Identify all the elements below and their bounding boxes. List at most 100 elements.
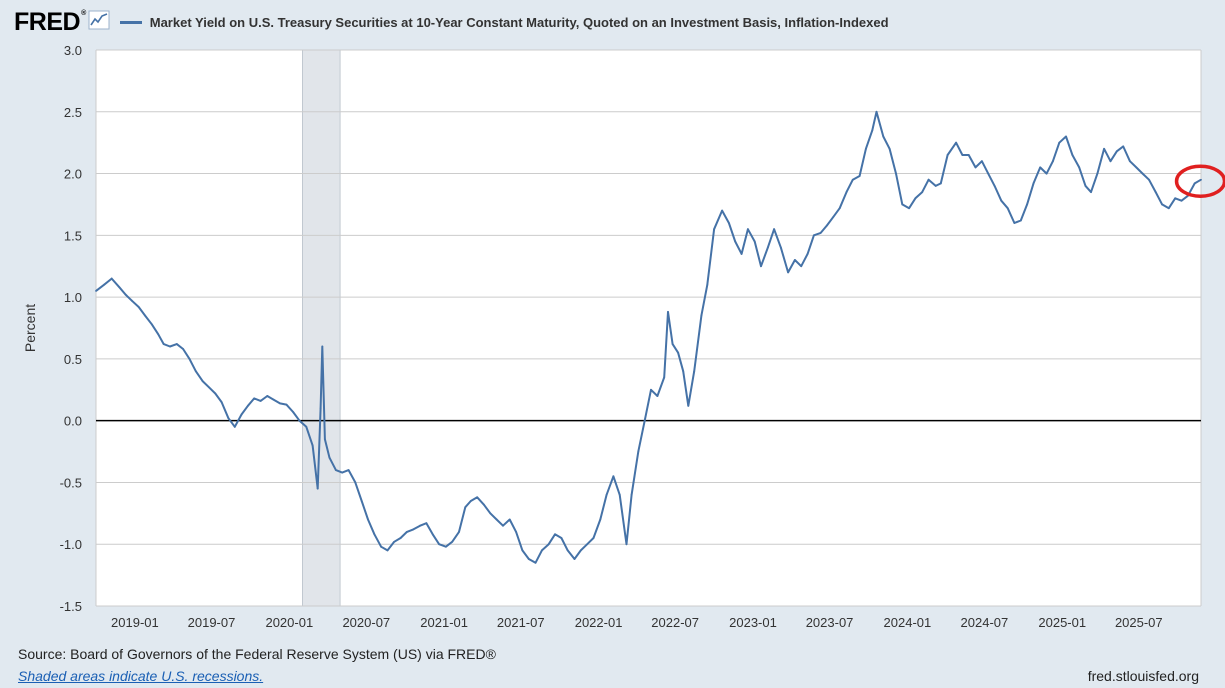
y-tick-label: 2.0 xyxy=(64,167,82,182)
line-chart-icon[interactable] xyxy=(88,10,110,35)
data-point xyxy=(393,540,396,543)
data-point xyxy=(592,537,595,539)
data-point xyxy=(311,444,314,447)
data-point xyxy=(266,395,269,397)
x-tick-label: 2020-01 xyxy=(265,615,313,630)
data-point xyxy=(319,407,322,410)
data-point xyxy=(1129,160,1131,163)
data-point xyxy=(734,240,737,243)
x-tick-label: 2023-07 xyxy=(806,615,854,630)
data-point xyxy=(787,271,790,274)
y-tick-label: 1.0 xyxy=(64,290,82,305)
y-tick-label: 2.5 xyxy=(64,105,82,120)
data-point xyxy=(476,496,479,499)
data-point xyxy=(740,252,743,255)
data-point xyxy=(1135,166,1138,169)
data-point xyxy=(895,172,897,175)
data-point xyxy=(1200,178,1202,181)
plot-area xyxy=(96,50,1201,606)
data-point xyxy=(1103,147,1106,150)
data-point xyxy=(838,207,841,210)
data-point xyxy=(1180,199,1183,202)
data-point xyxy=(483,503,485,506)
data-point xyxy=(1058,141,1061,144)
data-point xyxy=(321,345,324,348)
recession-band xyxy=(302,49,341,607)
data-point xyxy=(800,265,803,268)
data-point xyxy=(201,380,204,383)
fred-logo-text: FRED xyxy=(14,7,81,36)
data-point xyxy=(766,246,769,249)
fred-logo-registered: ® xyxy=(81,9,86,17)
y-tick-label: 0.5 xyxy=(64,352,82,367)
data-point xyxy=(1161,203,1163,206)
data-point xyxy=(1013,222,1016,224)
data-point xyxy=(150,323,153,326)
data-point xyxy=(713,228,715,231)
data-point xyxy=(663,376,666,379)
data-point xyxy=(1141,172,1144,175)
data-point xyxy=(175,343,178,345)
data-point xyxy=(1039,166,1042,169)
data-point xyxy=(643,419,646,422)
chart-title: Market Yield on U.S. Treasury Securities… xyxy=(149,14,889,30)
data-point xyxy=(721,209,724,212)
data-point xyxy=(908,207,910,210)
data-point xyxy=(1026,203,1029,206)
data-point xyxy=(253,397,256,400)
data-point xyxy=(118,286,121,289)
data-point xyxy=(95,290,97,292)
y-tick-label: -1.5 xyxy=(60,599,82,614)
data-point xyxy=(599,518,602,521)
data-point xyxy=(865,147,867,150)
data-point xyxy=(612,475,615,478)
chart-header: FRED® Market Yield on U.S. Treasury Secu… xyxy=(14,8,889,36)
data-point xyxy=(246,404,249,407)
data-point xyxy=(939,182,942,185)
data-point xyxy=(625,543,628,546)
data-point xyxy=(451,540,454,543)
data-point xyxy=(851,178,854,181)
fred-url[interactable]: fred.stlouisfed.org xyxy=(1087,668,1199,684)
data-point xyxy=(233,425,236,428)
data-point xyxy=(1052,160,1054,163)
data-point xyxy=(980,160,983,163)
recession-note-link[interactable]: Shaded areas indicate U.S. recessions. xyxy=(18,668,264,684)
data-point xyxy=(961,154,964,156)
fred-logo[interactable]: FRED® xyxy=(14,7,86,36)
x-tick-label: 2021-07 xyxy=(497,615,545,630)
data-point xyxy=(946,154,949,156)
data-point xyxy=(819,231,822,234)
data-point xyxy=(882,135,885,138)
data-point xyxy=(858,175,861,177)
data-point xyxy=(380,545,383,548)
data-point xyxy=(1090,191,1092,193)
data-point xyxy=(1096,172,1099,175)
data-point xyxy=(901,203,904,206)
data-point xyxy=(137,306,140,308)
source-note: Source: Board of Governors of the Federa… xyxy=(18,646,496,662)
data-point xyxy=(1122,145,1125,148)
data-point xyxy=(162,343,165,345)
data-point xyxy=(914,197,917,200)
data-point xyxy=(579,549,582,552)
data-point xyxy=(845,191,848,193)
data-point xyxy=(826,224,828,227)
data-point xyxy=(682,370,685,373)
data-point xyxy=(706,283,709,286)
data-point xyxy=(285,403,288,406)
data-point xyxy=(1174,197,1177,200)
data-point xyxy=(753,240,756,243)
data-point xyxy=(1115,150,1118,153)
data-point xyxy=(1000,199,1003,202)
data-point xyxy=(279,402,281,405)
data-point xyxy=(464,506,467,509)
data-point xyxy=(955,141,957,144)
data-point xyxy=(341,471,344,474)
data-point xyxy=(967,154,970,156)
data-point xyxy=(515,530,517,533)
data-point xyxy=(832,215,835,218)
x-tick-label: 2022-07 xyxy=(651,615,699,630)
legend-series-swatch xyxy=(119,20,142,24)
data-point xyxy=(495,518,498,521)
